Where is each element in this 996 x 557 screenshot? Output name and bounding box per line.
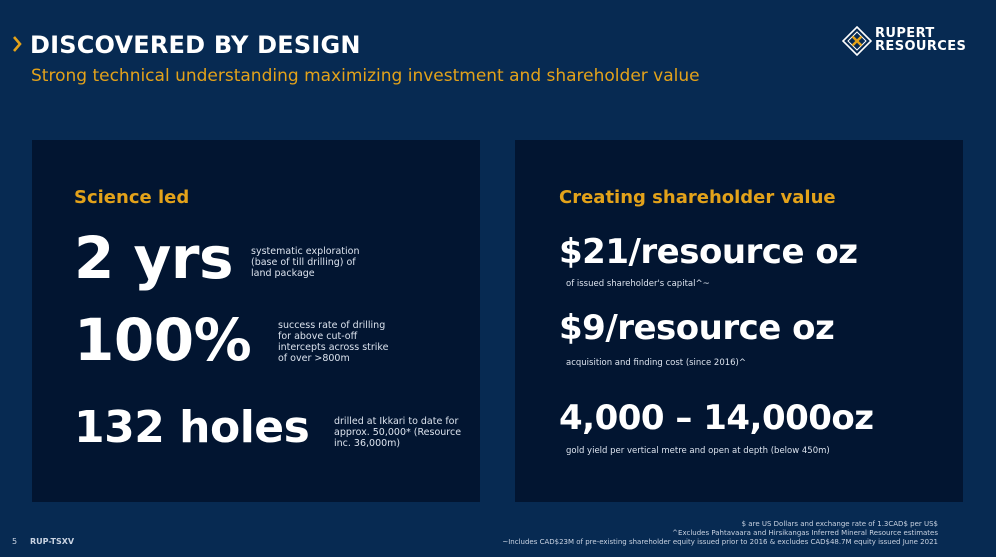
shareholder-value-panel: Creating shareholder value $21/resource …	[515, 140, 963, 502]
chevron-right-icon	[13, 36, 22, 52]
page-subtitle: Strong technical understanding maximizin…	[31, 66, 700, 86]
stat-description-years: systematic exploration (base of till dri…	[251, 246, 360, 279]
stat-note-resource-oz-cost: acquisition and finding cost (since 2016…	[566, 358, 746, 368]
logo-line-1: RUPERT	[875, 26, 935, 41]
stat-value-resource-oz-capital: $21/resource oz	[559, 232, 858, 272]
footnote: ~Includes CAD$23M of pre-existing shareh…	[502, 538, 938, 546]
footnote: ^Excludes Pahtavaara and Hirsikangas Inf…	[672, 529, 938, 537]
page-title: DISCOVERED BY DESIGN	[30, 31, 361, 59]
stat-value-resource-oz-cost: $9/resource oz	[559, 308, 835, 348]
stat-value-gold-yield: 4,000 – 14,000oz	[559, 398, 874, 438]
science-led-panel: Science led 2 yrs systematic exploration…	[32, 140, 480, 502]
stat-value-success-rate: 100%	[74, 306, 252, 374]
logo-line-2: RESOURCES	[875, 39, 967, 54]
panel-heading: Creating shareholder value	[559, 187, 836, 208]
page-number: 5	[12, 537, 18, 546]
company-logo: RUPERT RESOURCES	[842, 24, 972, 60]
footnotes: $ are US Dollars and exchange rate of 1.…	[418, 520, 938, 547]
stat-note-resource-oz-capital: of issued shareholder's capital^~	[566, 279, 710, 289]
logo-text: RUPERT RESOURCES	[875, 27, 966, 53]
footnote: $ are US Dollars and exchange rate of 1.…	[741, 520, 938, 528]
stat-note-gold-yield: gold yield per vertical metre and open a…	[566, 446, 830, 456]
panel-heading: Science led	[74, 187, 190, 208]
stat-description-success-rate: success rate of drilling for above cut-o…	[278, 320, 389, 364]
stat-value-years: 2 yrs	[74, 224, 233, 292]
stat-description-holes: drilled at Ikkari to date for approx. 50…	[334, 416, 462, 449]
logo-mark-icon	[842, 26, 872, 56]
ticker-symbol: RUP-TSXV	[30, 537, 75, 546]
stat-value-holes: 132 holes	[74, 402, 310, 453]
